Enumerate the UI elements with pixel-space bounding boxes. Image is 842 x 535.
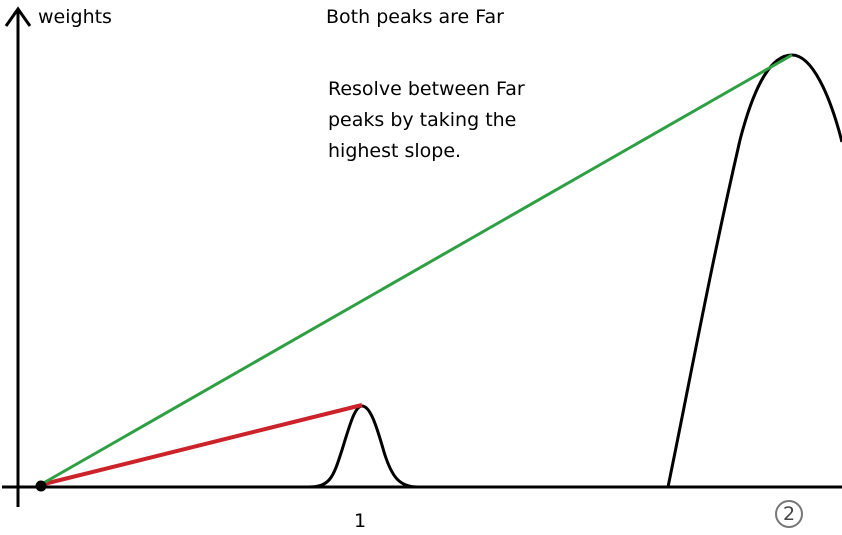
y-axis-arrowhead: [4, 6, 32, 27]
peak2-label: 2: [782, 502, 796, 525]
annotation-line: highest slope.: [328, 140, 462, 162]
y-axis-label: weights: [38, 6, 112, 28]
slope-line-peak1: [39, 403, 363, 487]
annotation-line: Resolve between Far: [328, 78, 525, 100]
peak1-label: 1: [354, 510, 367, 532]
peak1-curve: [307, 404, 419, 489]
peak2-curve: [666, 53, 842, 488]
annotation-line: peaks by taking the: [328, 109, 517, 131]
annotation-text: Resolve between Far peaks by taking the …: [328, 74, 525, 167]
peak2-circle-marker: 2: [775, 500, 803, 528]
origin-point: [35, 480, 47, 492]
diagram-title: Both peaks are Far: [326, 6, 504, 28]
slope-line-peak2: [39, 53, 793, 487]
